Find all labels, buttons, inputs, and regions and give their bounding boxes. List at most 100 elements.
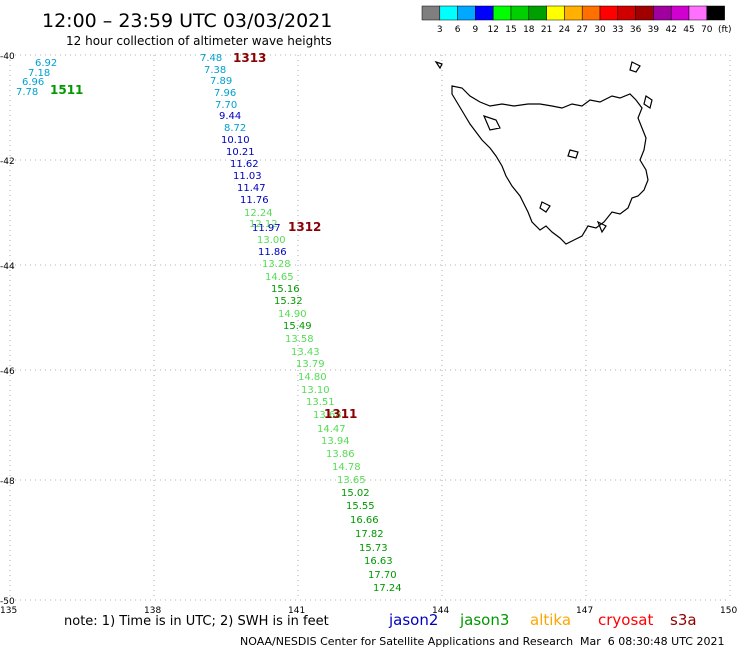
pass-number-label: 1511 bbox=[50, 83, 83, 97]
pass-labels: 1313 1511 1312 1311 bbox=[50, 51, 357, 421]
wave-height-value: 15.16 bbox=[271, 284, 300, 295]
wave-height-value: 16.66 bbox=[350, 515, 379, 526]
wave-height-value: 13.94 bbox=[321, 436, 350, 447]
legend-label: 36 bbox=[630, 25, 642, 35]
lat-label: -44 bbox=[0, 262, 15, 272]
legend-label: 30 bbox=[594, 25, 606, 35]
legend-swatch bbox=[475, 5, 494, 21]
legend-label: 42 bbox=[665, 25, 676, 35]
wave-height-value: 15.55 bbox=[346, 501, 375, 512]
satellite-name: s3a bbox=[670, 611, 697, 629]
wave-height-value: 13.51 bbox=[306, 397, 335, 408]
legend-swatch bbox=[581, 5, 601, 21]
wave-height-value: 17.82 bbox=[355, 529, 384, 540]
wave-height-value: 13.00 bbox=[257, 235, 286, 246]
legend-label: 33 bbox=[612, 25, 623, 35]
wave-height-value: 15.49 bbox=[283, 321, 312, 332]
wave-height-value: 14.47 bbox=[317, 424, 346, 435]
wave-height-value: 14.65 bbox=[265, 272, 294, 283]
wave-height-value: 11.03 bbox=[233, 171, 262, 182]
footer-note: note: 1) Time is in UTC; 2) SWH is in fe… bbox=[64, 614, 329, 629]
lon-label: 138 bbox=[144, 606, 161, 616]
wave-height-value: 16.63 bbox=[364, 556, 393, 567]
wave-height-value: 9.44 bbox=[219, 111, 241, 122]
wave-height-value: 11.62 bbox=[230, 159, 259, 170]
pass-number-label: 1311 bbox=[324, 407, 357, 421]
wave-height-value: 14.78 bbox=[332, 462, 361, 473]
legend-label: 9 bbox=[473, 25, 479, 35]
legend-label: 70 bbox=[701, 25, 713, 35]
wave-height-value: 8.72 bbox=[224, 123, 246, 134]
legend-swatch bbox=[653, 5, 672, 21]
legend-swatch bbox=[706, 5, 725, 21]
wave-height-value: 13.79 bbox=[296, 359, 325, 370]
wave-height-track: 6.927.186.967.78 7.487.387.897.967.709.44… bbox=[16, 53, 402, 594]
wave-height-value: 7.18 bbox=[28, 68, 50, 79]
wave-height-value: 7.38 bbox=[204, 65, 226, 76]
wave-height-value: 13.86 bbox=[326, 449, 355, 460]
legend-swatch bbox=[564, 5, 583, 21]
legend-swatch bbox=[421, 5, 441, 21]
satellite-name: cryosat bbox=[598, 611, 653, 629]
lat-label: -50 bbox=[0, 597, 15, 607]
wave-height-value: 17.70 bbox=[368, 570, 397, 581]
wave-height-value: 12.12 bbox=[249, 219, 278, 230]
wave-height-value: 11.47 bbox=[237, 183, 266, 194]
wave-height-value: 15.73 bbox=[359, 543, 388, 554]
lon-label: 144 bbox=[432, 606, 449, 616]
lon-label: 147 bbox=[576, 606, 593, 616]
legend-swatch bbox=[457, 5, 476, 21]
legend-swatch bbox=[688, 5, 708, 21]
wave-height-value: 15.32 bbox=[274, 296, 303, 307]
legend-unit: (ft) bbox=[718, 25, 732, 35]
tasmania-coastline bbox=[434, 60, 653, 245]
lon-label: 150 bbox=[720, 606, 737, 616]
wave-height-value: 7.48 bbox=[200, 53, 222, 64]
wave-height-value: 10.21 bbox=[226, 147, 255, 158]
wave-height-value: 13.43 bbox=[291, 347, 320, 358]
wave-height-value: 14.90 bbox=[278, 309, 307, 320]
graticule bbox=[9, 54, 731, 601]
legend-label: 24 bbox=[559, 25, 571, 35]
wave-height-value: 12.24 bbox=[244, 208, 273, 219]
wave-height-value: 13.58 bbox=[285, 334, 314, 345]
wave-height-value: 6.96 bbox=[22, 77, 44, 88]
wave-height-value: 7.89 bbox=[210, 76, 232, 87]
satellite-name: jason2 bbox=[388, 611, 438, 629]
lon-label: 135 bbox=[0, 606, 17, 616]
legend-label: 3 bbox=[437, 25, 443, 35]
latitude-labels: -40 -42 -44 -46 -48 -50 bbox=[0, 52, 15, 607]
pass-number-label: 1312 bbox=[288, 220, 321, 234]
legend-swatch bbox=[670, 5, 690, 21]
legend-label: 18 bbox=[523, 25, 535, 35]
pass-number-label: 1313 bbox=[233, 51, 266, 65]
wave-height-value: 15.02 bbox=[341, 488, 370, 499]
page-title: 12:00 – 23:59 UTC 03/03/2021 bbox=[42, 10, 332, 32]
legend-swatch bbox=[617, 5, 636, 21]
satellite-name: altika bbox=[530, 611, 571, 629]
lat-label: -40 bbox=[0, 52, 15, 62]
legend-swatch bbox=[439, 5, 458, 21]
legend-label: 45 bbox=[683, 25, 694, 35]
wave-height-value: 13.68 bbox=[313, 410, 342, 421]
wave-height-value: 6.92 bbox=[35, 58, 57, 69]
footer-credit: NOAA/NESDIS Center for Satellite Applica… bbox=[240, 635, 573, 648]
wave-height-value: 11.86 bbox=[258, 247, 287, 258]
wave-height-value: 7.78 bbox=[16, 87, 38, 98]
longitude-labels: 135 138 141 144 147 150 bbox=[0, 606, 737, 616]
wave-height-value: 7.70 bbox=[215, 100, 237, 111]
legend-swatch bbox=[546, 5, 565, 21]
legend-swatch bbox=[635, 5, 654, 21]
wave-height-value: 17.24 bbox=[373, 583, 402, 594]
legend-label: 15 bbox=[505, 25, 516, 35]
legend-label: 21 bbox=[541, 25, 552, 35]
legend-label: 27 bbox=[576, 25, 587, 35]
wave-height-value: 11.97 bbox=[252, 223, 281, 234]
wave-height-value: 7.96 bbox=[214, 88, 236, 99]
wave-height-value: 13.10 bbox=[301, 385, 330, 396]
legend-label: 6 bbox=[455, 25, 461, 35]
legend-swatch bbox=[599, 5, 619, 21]
wave-height-value: 13.28 bbox=[262, 259, 291, 270]
legend-swatch bbox=[528, 5, 547, 21]
